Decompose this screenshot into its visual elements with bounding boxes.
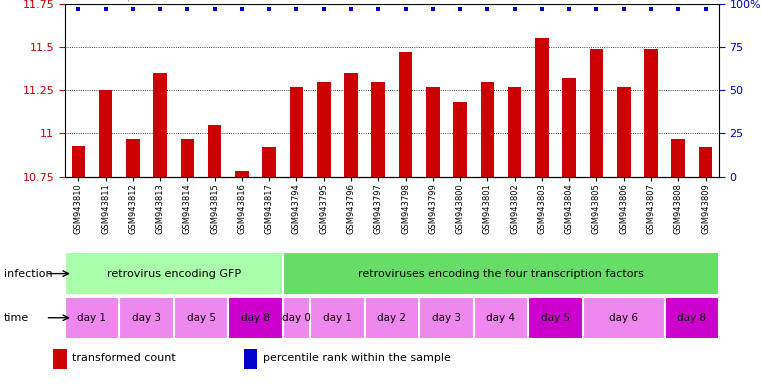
Bar (235, 171, 249, 177)
Bar (508, 87, 521, 177)
Bar (283, 296, 310, 339)
Bar (180, 139, 194, 177)
Point (699, 6, 712, 12)
Point (372, 6, 384, 12)
Point (672, 6, 684, 12)
Bar (99, 90, 113, 177)
Bar (228, 296, 283, 339)
Bar (535, 38, 549, 177)
Bar (174, 296, 228, 339)
Bar (153, 73, 167, 177)
Bar (664, 296, 719, 339)
Bar (119, 296, 174, 339)
Bar (53, 349, 67, 369)
Bar (480, 81, 494, 177)
Point (181, 6, 193, 12)
Point (645, 6, 657, 12)
Text: GDS5316 / 10438454: GDS5316 / 10438454 (65, 0, 199, 1)
Bar (344, 73, 358, 177)
Text: infection: infection (4, 268, 53, 279)
Point (618, 6, 630, 12)
Point (72, 6, 84, 12)
Point (591, 6, 603, 12)
Point (427, 6, 439, 12)
Bar (208, 125, 221, 177)
Text: day 8: day 8 (241, 313, 270, 323)
Text: transformed count: transformed count (72, 353, 176, 363)
Point (127, 6, 139, 12)
Text: day 3: day 3 (132, 313, 161, 323)
Bar (528, 296, 583, 339)
Bar (644, 49, 658, 177)
Point (563, 6, 575, 12)
Bar (590, 49, 603, 177)
Text: retrovirus encoding GFP: retrovirus encoding GFP (107, 268, 240, 279)
Bar (72, 146, 85, 177)
Text: day 8: day 8 (677, 313, 706, 323)
Text: day 5: day 5 (541, 313, 570, 323)
Point (400, 6, 412, 12)
Point (481, 6, 493, 12)
Text: day 6: day 6 (610, 313, 638, 323)
Text: day 0: day 0 (282, 313, 311, 323)
Bar (454, 102, 467, 177)
Bar (583, 296, 664, 339)
Bar (671, 139, 685, 177)
Bar (283, 252, 719, 295)
Bar (65, 296, 119, 339)
Bar (617, 87, 631, 177)
Point (454, 6, 466, 12)
Point (100, 6, 112, 12)
Text: day 4: day 4 (486, 313, 515, 323)
Bar (126, 139, 140, 177)
Point (209, 6, 221, 12)
Point (345, 6, 357, 12)
Point (508, 6, 521, 12)
Point (291, 6, 303, 12)
Bar (244, 349, 257, 369)
Text: time: time (4, 313, 29, 323)
Bar (263, 147, 276, 177)
Bar (290, 87, 304, 177)
Text: day 1: day 1 (323, 313, 352, 323)
Point (263, 6, 275, 12)
Point (236, 6, 248, 12)
Bar (399, 52, 412, 177)
Bar (473, 296, 528, 339)
Text: day 5: day 5 (186, 313, 215, 323)
Text: day 3: day 3 (432, 313, 461, 323)
Point (317, 6, 330, 12)
Text: day 1: day 1 (78, 313, 107, 323)
Bar (562, 78, 576, 177)
Bar (699, 147, 712, 177)
Bar (419, 296, 473, 339)
Bar (65, 252, 283, 295)
Point (536, 6, 548, 12)
Text: retroviruses encoding the four transcription factors: retroviruses encoding the four transcrip… (358, 268, 644, 279)
Point (154, 6, 166, 12)
Bar (426, 87, 440, 177)
Bar (371, 81, 385, 177)
Bar (317, 81, 330, 177)
Bar (365, 296, 419, 339)
Bar (310, 296, 365, 339)
Text: percentile rank within the sample: percentile rank within the sample (263, 353, 451, 363)
Text: day 2: day 2 (377, 313, 406, 323)
